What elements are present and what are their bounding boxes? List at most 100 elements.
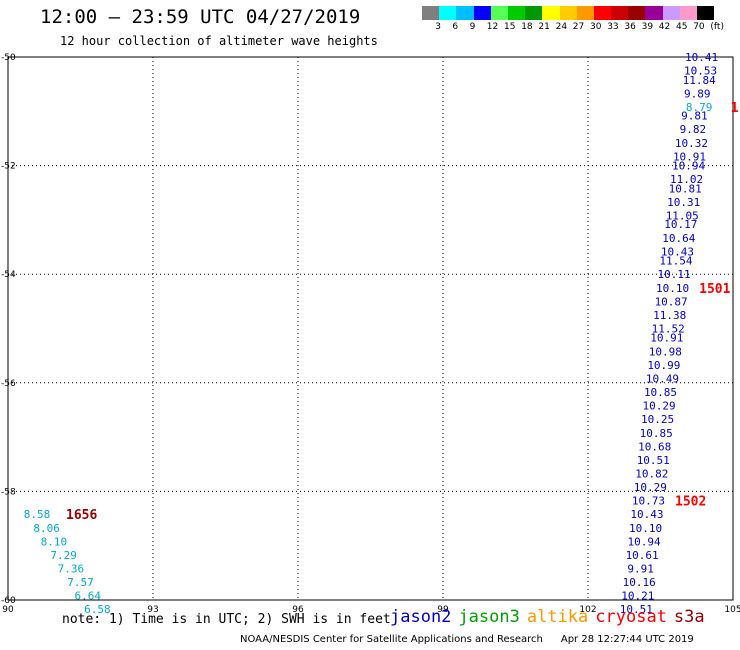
colorbar-swatch [439, 6, 457, 20]
wave-height-label: 9.89 [684, 87, 711, 100]
wave-height-label: 10.17 [664, 218, 697, 231]
wave-height-label: 8.58 [24, 508, 51, 521]
colorbar-label: (ft) [710, 22, 724, 32]
chart-title: 12:00 – 23:59 UTC 04/27/2019 [40, 6, 361, 28]
wave-height-label: 10.99 [647, 359, 680, 372]
colorbar-swatch [593, 6, 612, 20]
wave-height-label: 6.64 [75, 590, 102, 603]
x-tick-label: 102 [579, 605, 596, 615]
wave-height-label: 10.91 [673, 150, 706, 163]
credit-line: NOAA/NESDIS Center for Satellite Applica… [240, 634, 694, 645]
wave-height-label: 10.16 [623, 576, 656, 589]
wave-height-label: 10.91 [650, 332, 683, 345]
wave-height-label: 10.29 [634, 481, 667, 494]
wave-height-label: 10.49 [646, 372, 679, 385]
chart-subtitle: 12 hour collection of altimeter wave hei… [60, 34, 378, 48]
wave-height-label: 7.36 [58, 563, 85, 576]
wave-height-label: 10.85 [644, 386, 677, 399]
legend-entry: cryosat [595, 607, 667, 627]
wave-height-label: 7.57 [67, 576, 94, 589]
wave-height-label: 10.68 [638, 440, 671, 453]
wave-height-label: 9.91 [627, 563, 654, 576]
colorbar-label: 15 [504, 22, 516, 32]
colorbar-swatch [662, 6, 680, 20]
colorbar-label: 30 [590, 22, 602, 32]
colorbar-label: 36 [624, 22, 636, 32]
wave-height-label: 10.11 [657, 268, 690, 281]
wave-height-label: 10.51 [637, 454, 670, 467]
wave-height-label: 11.05 [666, 210, 699, 223]
legend-entry: s3a [673, 607, 705, 627]
wave-height-label: 8.79 [686, 101, 713, 114]
wave-height-label: 11.84 [683, 74, 716, 87]
wave-height-label: 11.02 [670, 173, 703, 186]
colorbar-swatch [507, 6, 526, 20]
wave-height-label: 10.53 [684, 65, 717, 78]
legend-entry: altika [526, 607, 589, 627]
wave-height-label: 10.87 [655, 295, 688, 308]
wave-height-label: 8.10 [41, 535, 68, 548]
colorbar-swatch [422, 6, 440, 20]
credit-text: NOAA/NESDIS Center for Satellite Applica… [240, 634, 543, 645]
footer-note: note: 1) Time is in UTC; 2) SWH is in fe… [62, 612, 391, 627]
wave-height-label: 10.21 [621, 590, 654, 603]
wave-height-label: 10.41 [685, 51, 718, 64]
wave-height-label: 6.58 [84, 603, 111, 616]
colorbar-label: 70 [693, 22, 705, 32]
colorbar-swatch [490, 6, 508, 20]
colorbar-swatch [559, 6, 577, 20]
wave-height-label: 11.38 [653, 309, 686, 322]
wave-height-label: 10.32 [675, 137, 708, 150]
colorbar-label: 12 [486, 22, 499, 32]
colorbar-swatch [697, 6, 715, 20]
x-tick-label: 93 [147, 605, 158, 615]
wave-height-label: 10.82 [635, 467, 668, 480]
wave-height-label: 10.29 [642, 400, 675, 413]
colorbar-swatch [611, 6, 629, 20]
wave-height-label: 11.54 [659, 255, 692, 268]
colorbar-swatch [456, 6, 474, 20]
wave-height-label: 10.98 [649, 345, 682, 358]
wave-height-label: 10.94 [672, 160, 705, 173]
plot-frame [7, 56, 734, 601]
wave-height-label: 10.43 [630, 508, 663, 521]
colorbar [422, 6, 715, 20]
wave-height-label: 10.94 [628, 535, 661, 548]
colorbar-swatch [645, 6, 663, 20]
y-tick-label: -52 [1, 162, 16, 172]
pass-time-annotation: 1502 [675, 495, 706, 510]
colorbar-label: 9 [469, 22, 476, 32]
pass-time-annotation: 1 [731, 101, 739, 116]
colorbar-label: 27 [572, 22, 585, 32]
wave-height-label: 10.81 [669, 182, 702, 195]
y-tick-label: -50 [1, 53, 16, 63]
colorbar-swatch [628, 6, 646, 20]
wave-height-label: 10.85 [640, 427, 673, 440]
wave-height-label: 7.29 [50, 549, 77, 562]
colorbar-label: 6 [452, 22, 459, 32]
y-tick-label: -58 [1, 487, 16, 497]
colorbar-swatch [473, 6, 491, 20]
colorbar-swatch [525, 6, 543, 20]
legend-entry: jason2 [390, 607, 452, 627]
colorbar-label: 45 [676, 22, 688, 32]
colorbar-label: 24 [555, 22, 568, 32]
pass-time-annotation: 1501 [699, 282, 730, 297]
wave-height-label: 11.52 [652, 323, 685, 336]
x-tick-label: 99 [437, 605, 449, 615]
wave-height-label: 8.06 [33, 522, 60, 535]
satellite-legend: jason2 jason3 altika cryosat s3a [390, 607, 712, 627]
wave-height-label: 10.10 [629, 522, 662, 535]
colorbar-label: 18 [521, 22, 533, 32]
wave-height-label: 10.43 [661, 245, 694, 258]
legend-entry: jason3 [458, 607, 520, 627]
wave-height-label: 10.25 [641, 413, 674, 426]
wave-height-label: 10.31 [667, 196, 700, 209]
wave-height-label: 9.82 [680, 123, 707, 136]
colorbar-label: 39 [641, 22, 654, 32]
wave-height-label: 9.81 [681, 110, 708, 123]
wave-height-label: 10.73 [632, 495, 665, 508]
colorbar-label: 21 [538, 22, 550, 32]
colorbar-label: 33 [607, 22, 619, 32]
